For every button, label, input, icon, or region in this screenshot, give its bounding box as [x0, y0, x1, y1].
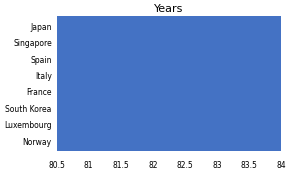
Bar: [57, 40, 290, 53]
Bar: [57, 89, 290, 102]
Bar: [57, 49, 290, 62]
Bar: [57, 56, 290, 69]
Bar: [57, 115, 290, 128]
Bar: [57, 106, 290, 119]
Title: Years: Years: [154, 4, 184, 14]
Bar: [57, 122, 290, 135]
Bar: [57, 82, 290, 95]
Bar: [57, 65, 290, 78]
Bar: [57, 131, 290, 144]
Bar: [57, 98, 290, 111]
Bar: [57, 139, 290, 152]
Bar: [57, 16, 290, 29]
Bar: [57, 73, 290, 86]
Bar: [57, 32, 290, 45]
Bar: [57, 23, 290, 36]
